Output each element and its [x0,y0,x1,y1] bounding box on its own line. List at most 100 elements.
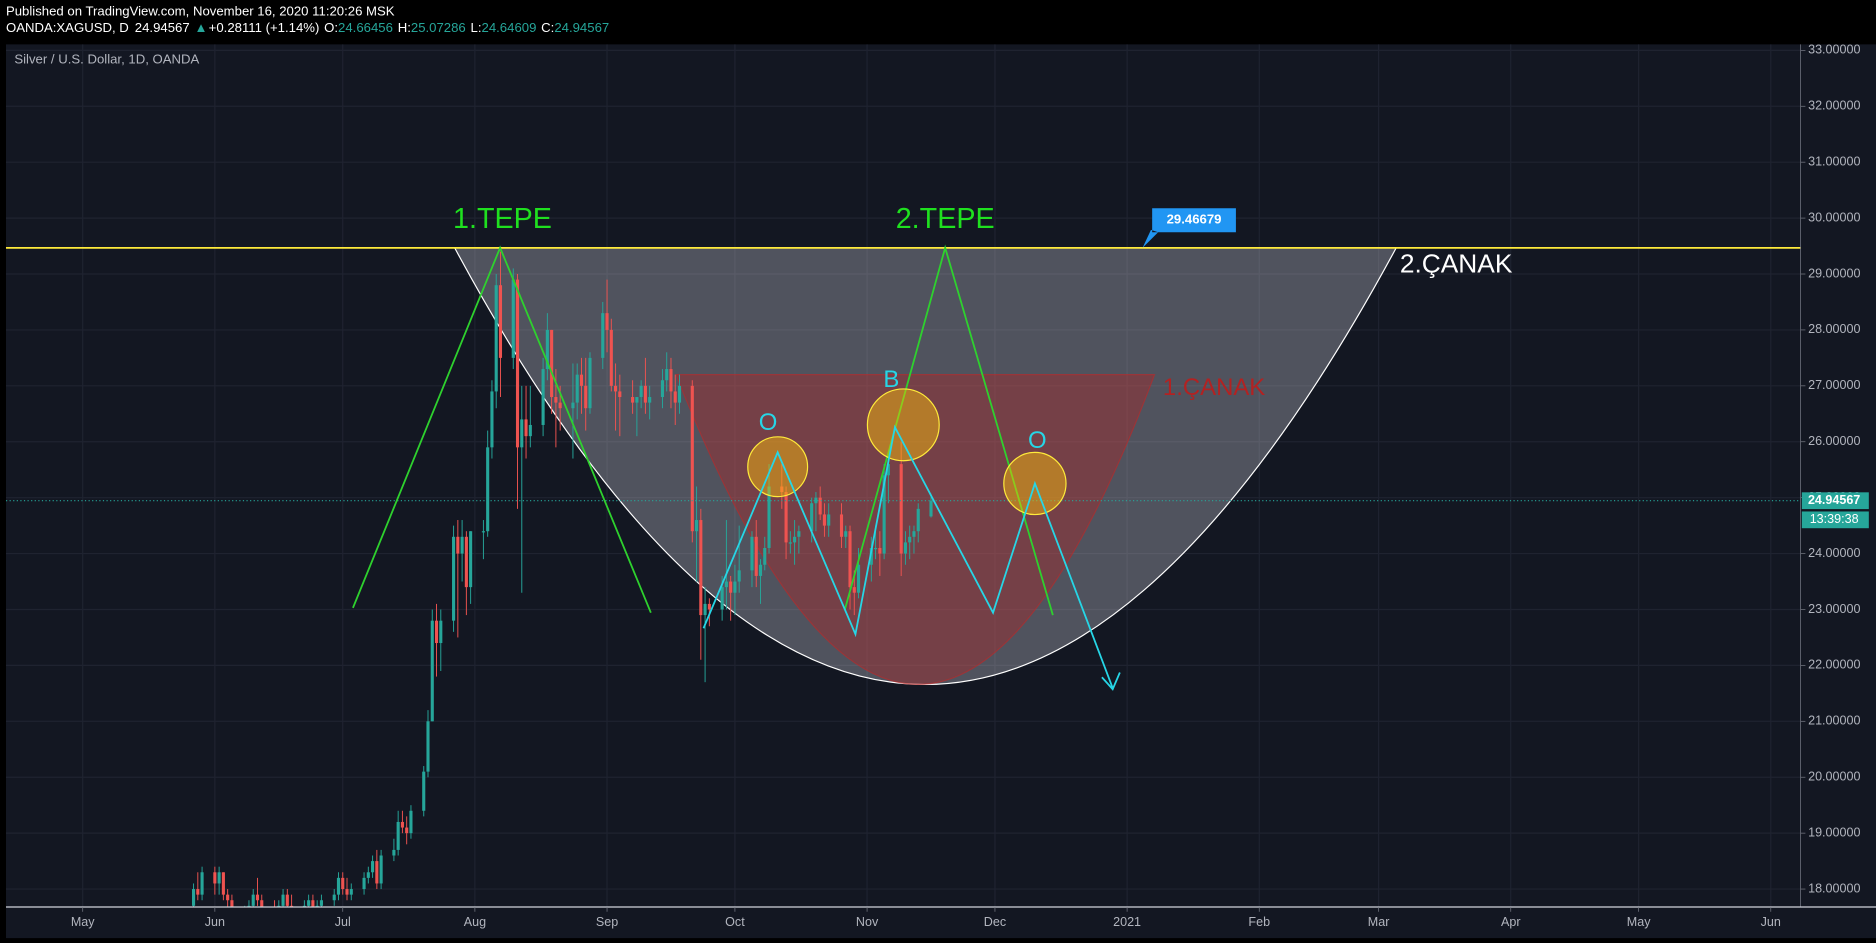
candle-body [554,397,558,403]
candle-body [486,447,490,532]
y-tick-label: 20.00000 [1808,770,1860,784]
candle-body [737,570,741,582]
candle-body [733,581,737,593]
candle-body [673,391,677,403]
candle-body [720,587,724,610]
annotation-peak2: 2.TEPE [896,203,995,235]
candle-body [758,564,763,576]
candle-body [341,877,345,890]
candles [191,251,933,907]
annotation-o2: O [1028,427,1047,454]
axes: 18.00000 19.00000 20.00000 21.00000 22.00000… [71,43,1869,929]
ohlc-line: OANDA:XAGUSD, D 24.94567 ▲+0.28111 (+1.14%… [6,20,609,35]
candle-body [422,771,426,811]
candle-body [541,369,545,425]
candle-body [660,380,665,398]
zigzag [702,424,1114,689]
candle-body [690,385,694,532]
circle-o1 [747,436,809,498]
chart-background [5,44,1876,939]
candle-body [729,581,733,593]
candle-body [464,536,468,588]
x-tick-label: Dec [984,915,1006,929]
candle-body [336,877,341,895]
published-line: Published on TradingView.com, November 1… [6,4,395,19]
candle-body [392,849,396,856]
candle-body [379,855,383,884]
change: +0.28111 (+1.14%) [209,20,320,35]
candle-body [780,486,784,493]
y-tick-label: 27.00000 [1808,378,1860,392]
arrow-head [1101,672,1121,691]
candle-body [571,402,575,409]
candle-body [452,536,456,621]
candle-body [767,486,771,548]
candle-body [605,313,609,330]
y-tick-label: 18.00000 [1808,881,1860,895]
candle-body [481,531,485,533]
candle-body [695,520,699,532]
candle-body [912,531,916,537]
grid [5,44,1801,907]
y-tick-label: 21.00000 [1808,714,1860,728]
candle-body [434,620,439,644]
cup-2 [453,247,1398,685]
candle-body [784,492,788,543]
x-tick-label: Aug [464,915,486,929]
annotation-peak1: 1.TEPE [453,203,552,235]
candle-body [793,536,797,543]
candle-body [818,497,822,515]
symbol: OANDA:XAGUSD, D [6,20,129,35]
candle-body [878,547,882,554]
open-label: O: [324,20,338,35]
high-label: H: [398,20,411,35]
close-label: C: [541,20,554,35]
candle-body [400,821,404,828]
candle-body [916,508,920,532]
overlay [5,247,1801,502]
last-price-label: 24.94567 [1808,493,1860,507]
x-tick-label: Sep [596,915,618,929]
candle-body [200,872,204,895]
x-tick-label: May [71,915,95,929]
x-tick-label: May [1627,915,1651,929]
candle-body [345,889,349,895]
x-tick-label: Oct [725,915,745,929]
annotation-b: B [883,366,899,393]
y-tick-label: 32.00000 [1808,99,1860,113]
candle-body [498,285,503,358]
candle-body [788,542,792,544]
candle-body [366,872,370,878]
candle-body [520,419,524,448]
candle-body [362,877,366,890]
low-label: L: [471,20,482,35]
candle-body [908,536,912,543]
candle-body [545,329,549,370]
candle-body [699,520,703,616]
x-tick-label: Jun [205,915,225,929]
candle-body [848,531,852,588]
candle-body [810,503,814,532]
candle-body [319,900,323,906]
x-tick-label: Mar [1368,915,1390,929]
candle-body [584,385,588,409]
low-value: 24.64609 [482,20,537,35]
candle-body [281,894,285,906]
candle-body [426,721,430,772]
candle-body [196,889,200,895]
candle-body [332,894,336,901]
candle-body [874,547,878,550]
x-tick-label: Apr [1501,915,1521,929]
candle-body [255,894,260,901]
x-tick-label: Feb [1248,915,1270,929]
annotation-cup1: 1.ÇANAK [1163,374,1265,401]
candle-body [601,313,605,358]
candle-body [588,357,592,409]
candle-body [724,581,728,588]
candle-body [217,872,221,884]
candle-body [665,369,669,381]
candle-body [856,564,861,593]
candle-body [311,900,315,907]
candle-body [515,279,520,448]
